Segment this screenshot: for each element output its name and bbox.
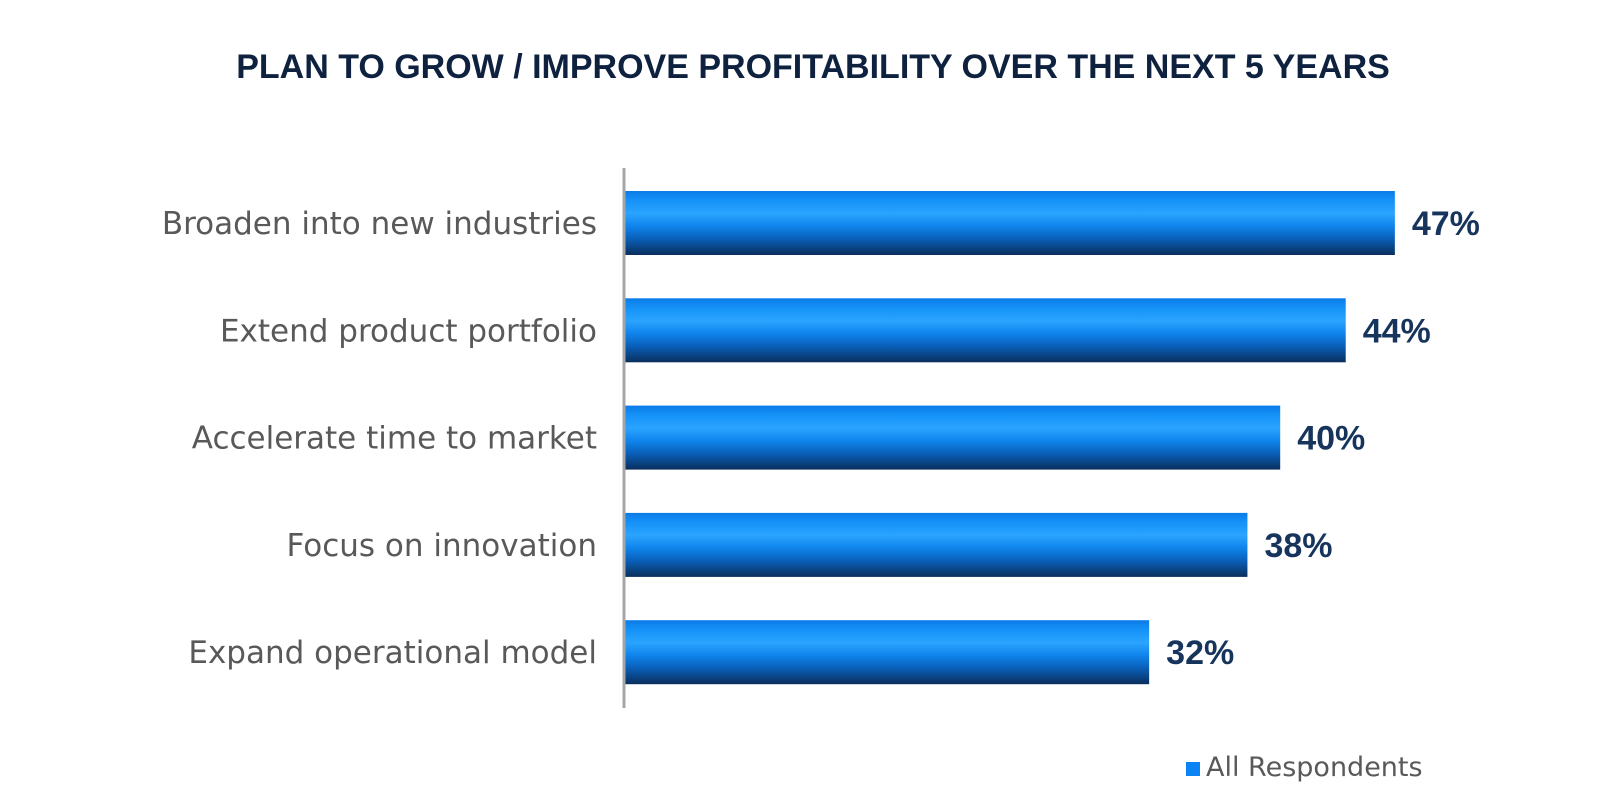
category-label-extend-product-portfolio: Extend product portfolio	[220, 313, 597, 349]
value-label-focus-on-innovation: 38%	[1264, 527, 1332, 565]
value-label-expand-operational-model: 32%	[1166, 634, 1234, 672]
category-label-expand-operational-model: Expand operational model	[188, 635, 597, 671]
category-labels: Broaden into new industries Extend produc…	[162, 206, 597, 671]
category-label-focus-on-innovation: Focus on innovation	[287, 528, 597, 564]
bar-accelerate-time-to-market	[625, 405, 1281, 470]
value-labels: 47% 44% 40% 38% 32%	[1166, 205, 1480, 672]
value-label-broaden-into-new-industries: 47%	[1412, 205, 1480, 243]
bar-broaden-into-new-industries	[625, 191, 1395, 255]
legend: All Respondents	[1186, 752, 1423, 783]
legend-swatch-all-respondents	[1186, 761, 1200, 776]
category-label-broaden-into-new-industries: Broaden into new industries	[162, 206, 597, 242]
legend-label-all-respondents: All Respondents	[1206, 752, 1423, 783]
bars-group	[625, 191, 1395, 685]
bar-focus-on-innovation	[625, 512, 1248, 577]
bar-extend-product-portfolio	[625, 298, 1346, 363]
chart-title: PLAN TO GROW / IMPROVE PROFITABILITY OVE…	[236, 48, 1390, 86]
value-label-accelerate-time-to-market: 40%	[1297, 420, 1365, 458]
bar-expand-operational-model	[625, 620, 1150, 685]
category-label-accelerate-time-to-market: Accelerate time to market	[192, 421, 597, 457]
value-label-extend-product-portfolio: 44%	[1363, 312, 1431, 350]
